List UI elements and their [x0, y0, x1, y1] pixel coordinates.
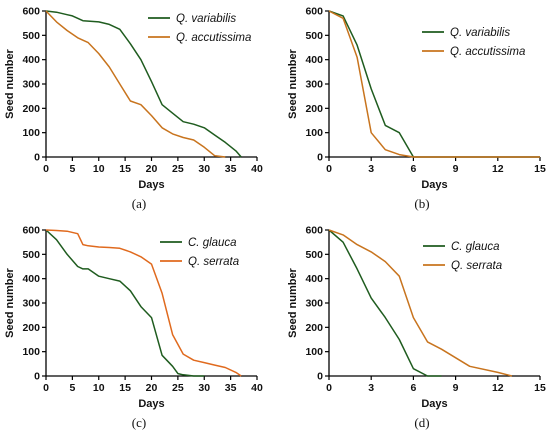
- x-tick-label: 5: [69, 163, 75, 175]
- x-tick-label: 9: [453, 382, 459, 394]
- panel-label: (d): [414, 415, 429, 430]
- y-tick-label: 600: [305, 225, 323, 237]
- panel-label: (b): [414, 196, 429, 211]
- y-tick-label: 200: [305, 103, 323, 115]
- y-tick-label: 500: [22, 30, 40, 42]
- legend-label-1: C. glauca: [451, 241, 500, 253]
- x-axis-label: Days: [138, 179, 164, 191]
- y-tick-label: 500: [305, 249, 323, 261]
- x-tick-label: 5: [69, 382, 75, 394]
- x-tick-label: 30: [198, 163, 210, 175]
- x-tick-label: 0: [326, 382, 332, 394]
- x-axis-label: Days: [421, 179, 447, 191]
- series-line-2: [45, 10, 226, 158]
- x-axis-label: Days: [421, 398, 447, 410]
- y-tick-label: 400: [22, 54, 40, 66]
- legend-label-2: Q. accutissima: [176, 32, 251, 44]
- series-line-2: [45, 229, 242, 377]
- x-tick-label: 15: [534, 163, 546, 175]
- y-tick-label: 300: [305, 79, 323, 91]
- y-tick-label: 100: [305, 127, 323, 139]
- x-tick-label: 20: [146, 163, 158, 175]
- y-tick-label: 300: [22, 79, 40, 91]
- x-tick-label: 15: [534, 382, 546, 394]
- x-tick-label: 10: [93, 382, 105, 394]
- x-tick-label: 12: [492, 163, 504, 175]
- x-tick-label: 3: [368, 382, 374, 394]
- y-tick-label: 0: [317, 371, 323, 383]
- x-tick-label: 0: [43, 163, 49, 175]
- series-line-2: [328, 10, 540, 158]
- y-tick-label: 600: [22, 225, 40, 237]
- y-axis-label: Seed number: [4, 267, 16, 337]
- x-tick-label: 40: [251, 163, 263, 175]
- x-tick-label: 15: [119, 382, 131, 394]
- panel-label: (a): [132, 196, 146, 211]
- x-tick-label: 9: [453, 163, 459, 175]
- y-tick-label: 100: [22, 127, 40, 139]
- y-tick-label: 600: [305, 6, 323, 18]
- y-axis-label: Seed number: [287, 48, 299, 118]
- x-tick-label: 35: [225, 382, 237, 394]
- chart-panel-1: 0 100 200 300 400 500 600 0 5 10 15 20 25 30 35 40 Days S…: [4, 6, 263, 212]
- y-tick-label: 0: [317, 152, 323, 164]
- legend-label-1: Q. variabilis: [176, 13, 236, 25]
- legend-label-2: Q. serrata: [451, 260, 502, 272]
- x-axis-label: Days: [138, 398, 164, 410]
- x-tick-label: 30: [198, 382, 210, 394]
- y-tick-label: 200: [22, 322, 40, 334]
- series-line-1: [328, 229, 442, 377]
- y-tick-label: 400: [22, 273, 40, 285]
- chart-panel-3: 0 100 200 300 400 500 600 0 5 10 15 20 25 30 35 40 Days S…: [4, 225, 263, 431]
- series-line-2: [328, 229, 513, 377]
- x-tick-label: 25: [172, 163, 184, 175]
- chart-panel-2: 0 100 200 300 400 500 600 0 3 6 9 12 15 Days Seed numb…: [287, 6, 546, 212]
- series-line-1: [45, 10, 242, 158]
- x-tick-label: 15: [119, 163, 131, 175]
- legend-label-1: C. glauca: [188, 237, 237, 249]
- x-tick-label: 6: [410, 163, 416, 175]
- x-tick-label: 25: [172, 382, 184, 394]
- x-tick-label: 10: [93, 163, 105, 175]
- y-tick-label: 0: [34, 371, 40, 383]
- x-tick-label: 35: [225, 163, 237, 175]
- y-tick-label: 500: [22, 249, 40, 261]
- y-axis-label: Seed number: [4, 48, 16, 118]
- x-tick-label: 6: [410, 382, 416, 394]
- chart-panel-4: 0 100 200 300 400 500 600 0 3 6 9 12 15 Days Seed numb…: [287, 225, 546, 431]
- series-line-1: [45, 229, 205, 377]
- y-tick-label: 100: [22, 346, 40, 358]
- y-tick-label: 500: [305, 30, 323, 42]
- y-tick-label: 300: [22, 298, 40, 310]
- y-tick-label: 300: [305, 298, 323, 310]
- y-tick-label: 0: [34, 152, 40, 164]
- x-tick-label: 0: [43, 382, 49, 394]
- y-tick-label: 200: [22, 103, 40, 115]
- y-tick-label: 400: [305, 54, 323, 66]
- y-tick-label: 400: [305, 273, 323, 285]
- panel-label: (c): [132, 415, 146, 430]
- x-tick-label: 20: [146, 382, 158, 394]
- x-tick-label: 12: [492, 382, 504, 394]
- y-tick-label: 200: [305, 322, 323, 334]
- legend-label-2: Q. serrata: [188, 256, 239, 268]
- legend-label-1: Q. variabilis: [450, 27, 510, 39]
- x-tick-label: 3: [368, 163, 374, 175]
- y-axis-label: Seed number: [287, 267, 299, 337]
- y-tick-label: 600: [22, 6, 40, 18]
- y-tick-label: 100: [305, 346, 323, 358]
- x-tick-label: 0: [326, 163, 332, 175]
- x-tick-label: 40: [251, 382, 263, 394]
- legend-label-2: Q. accutissima: [450, 46, 525, 58]
